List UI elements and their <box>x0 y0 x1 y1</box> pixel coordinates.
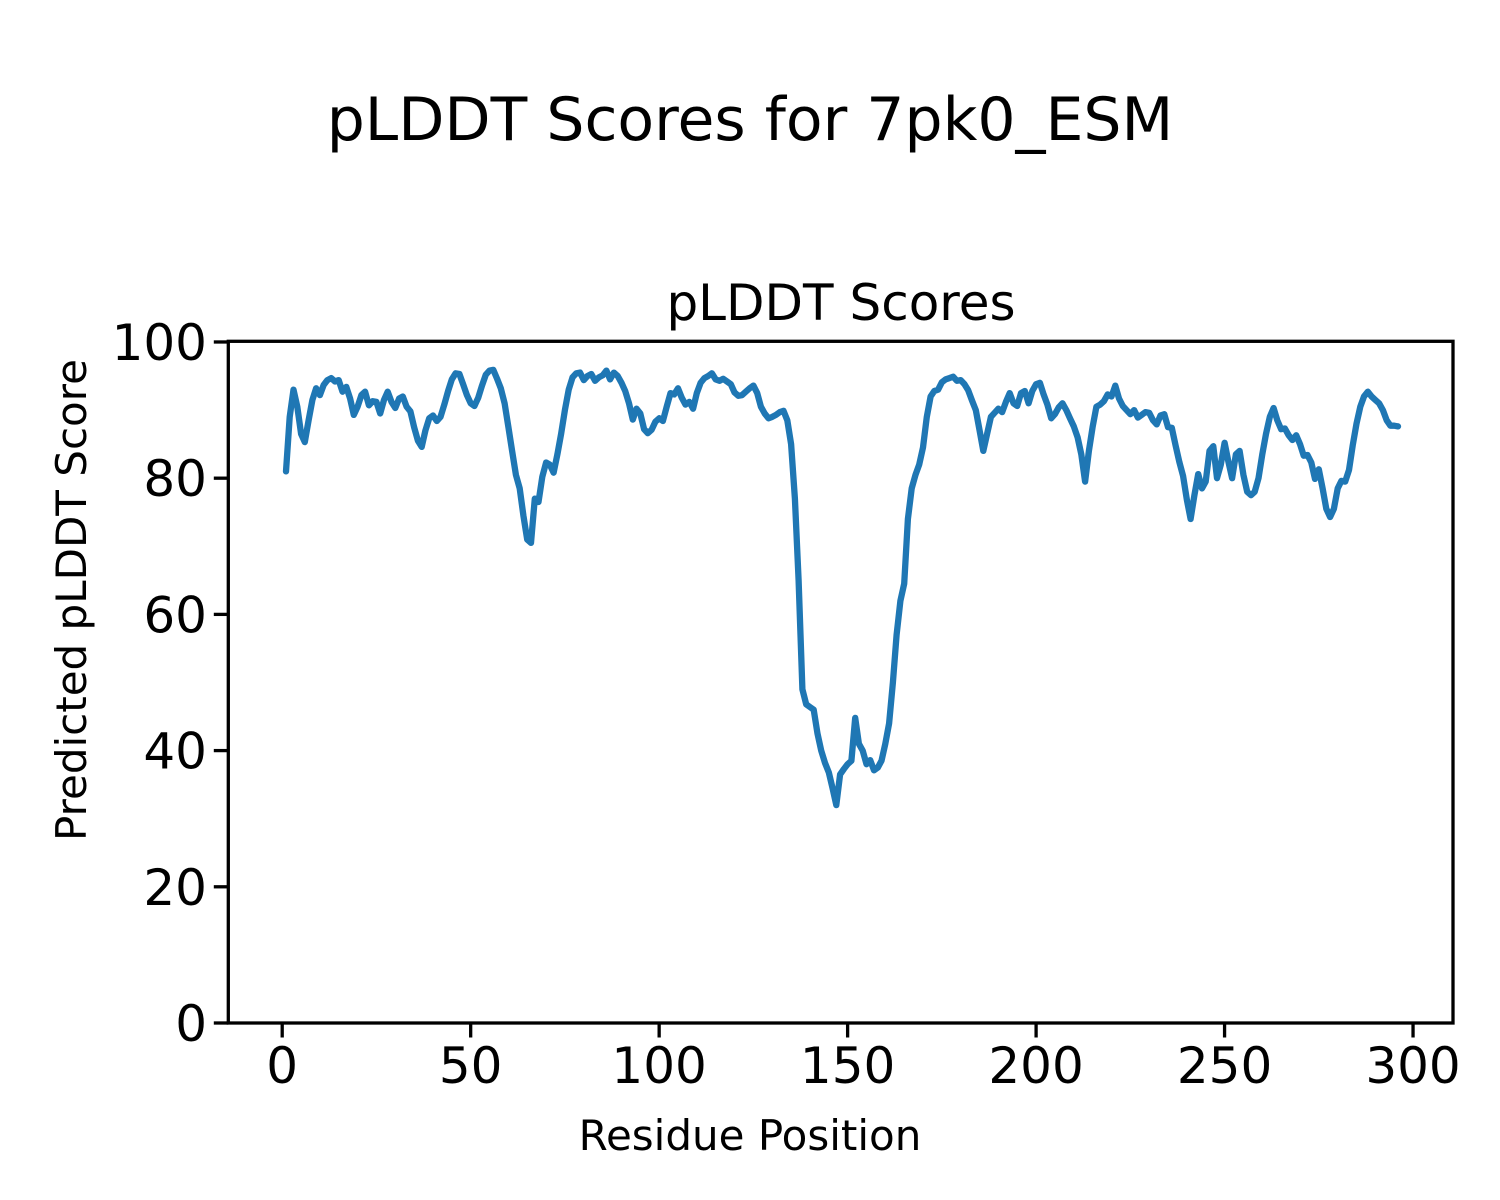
y-tick-label: 20 <box>143 859 207 917</box>
plddt-line <box>282 366 1402 809</box>
figure-title: pLDDT Scores for 7pk0_ESM <box>327 85 1174 155</box>
x-tick-label: 150 <box>800 1037 895 1095</box>
y-tick-label: 40 <box>143 723 207 781</box>
y-axis-label: Predicted pLDDT Score <box>47 359 96 841</box>
x-tick-label: 0 <box>266 1037 298 1095</box>
x-axis-label: Residue Position <box>579 1111 922 1160</box>
x-tick-label: 200 <box>988 1037 1083 1095</box>
y-tick-label: 60 <box>143 586 207 644</box>
y-tick-label: 0 <box>175 995 207 1053</box>
y-tick-label: 100 <box>112 314 207 372</box>
x-tick-label: 50 <box>439 1037 503 1095</box>
y-tick-label: 80 <box>143 450 207 508</box>
axes-spines <box>226 339 1455 1025</box>
x-tick-label: 300 <box>1365 1037 1460 1095</box>
axes-layer: 0 50 100 150 200 250 300 0 20 40 60 80 100 <box>112 314 1461 1095</box>
x-tick-label: 250 <box>1177 1037 1272 1095</box>
x-tick-label: 100 <box>611 1037 706 1095</box>
axes-title: pLDDT Scores <box>666 274 1015 332</box>
